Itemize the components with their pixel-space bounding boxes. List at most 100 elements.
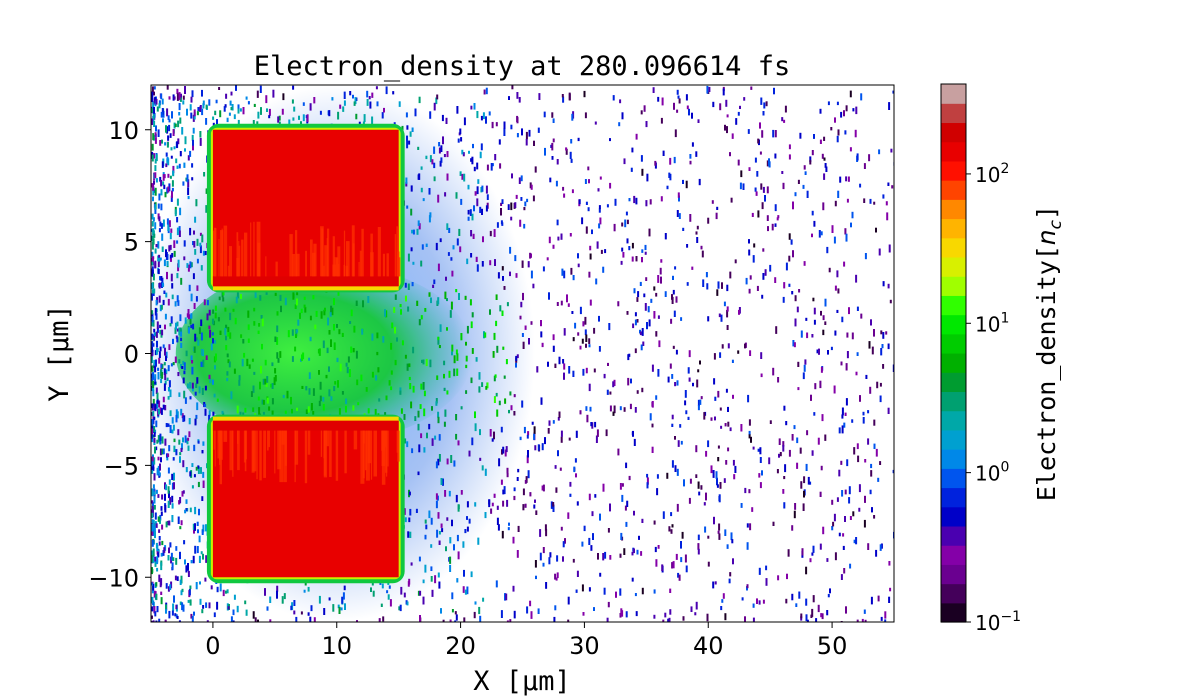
speckle <box>198 535 201 543</box>
colorbar-segment <box>941 103 966 124</box>
filament <box>219 430 222 485</box>
speckle <box>458 293 460 300</box>
speckle <box>154 611 157 617</box>
speckle <box>151 606 154 612</box>
speckle <box>151 228 153 232</box>
speckle <box>821 153 824 159</box>
speckle <box>811 334 814 338</box>
speckle <box>724 613 727 621</box>
speckle <box>310 403 313 411</box>
speckle <box>158 295 161 303</box>
speckle <box>750 436 752 443</box>
y-tick-label: −5 <box>104 452 139 480</box>
speckle <box>569 493 572 497</box>
speckle <box>545 582 548 589</box>
speckle <box>531 421 534 425</box>
speckle <box>412 229 415 235</box>
speckle <box>765 101 768 107</box>
speckle <box>590 545 593 551</box>
speckle <box>244 600 247 605</box>
speckle <box>191 366 194 375</box>
speckle <box>458 228 461 236</box>
speckle <box>193 474 196 478</box>
colorbar-segment <box>941 180 966 200</box>
filament <box>283 430 287 483</box>
speckle <box>375 86 378 90</box>
speckle <box>595 278 598 285</box>
speckle <box>160 408 163 415</box>
speckle <box>532 283 535 289</box>
speckle <box>635 256 638 262</box>
speckle <box>151 512 154 519</box>
speckle <box>845 363 848 371</box>
filament <box>324 245 328 277</box>
speckle <box>437 572 440 578</box>
speckle <box>202 441 205 446</box>
speckle <box>320 311 323 319</box>
speckle <box>429 359 432 368</box>
speckle <box>235 85 237 91</box>
speckle <box>762 111 765 116</box>
speckle <box>519 315 522 320</box>
filament <box>229 246 232 277</box>
speckle <box>840 361 843 366</box>
speckle <box>674 382 677 387</box>
speckle <box>621 222 624 227</box>
speckle <box>492 351 495 358</box>
speckle <box>339 104 342 109</box>
speckle <box>860 93 863 101</box>
speckle <box>173 122 176 129</box>
speckle <box>424 519 427 524</box>
speckle <box>765 578 768 586</box>
speckle <box>153 233 156 238</box>
speckle <box>636 297 639 302</box>
speckle <box>152 101 155 109</box>
speckle <box>836 135 839 143</box>
speckle <box>400 309 402 315</box>
speckle <box>732 558 734 565</box>
speckle <box>434 435 437 440</box>
speckle <box>435 500 438 509</box>
speckle <box>682 179 684 184</box>
speckle <box>178 112 181 116</box>
speckle <box>152 380 154 388</box>
speckle <box>721 344 724 349</box>
speckle <box>716 289 719 296</box>
speckle <box>169 254 172 260</box>
speckle <box>204 403 207 408</box>
speckle <box>685 410 688 415</box>
speckle <box>156 439 159 444</box>
y-tick-label: 10 <box>108 117 139 145</box>
speckle <box>830 127 833 131</box>
speckle <box>185 467 188 473</box>
speckle <box>213 393 216 398</box>
speckle <box>313 617 316 622</box>
speckle <box>875 549 878 557</box>
speckle <box>446 517 449 521</box>
speckle <box>425 524 428 530</box>
filament <box>256 221 261 277</box>
speckle <box>154 446 156 454</box>
filament <box>241 239 244 277</box>
speckle <box>824 434 827 441</box>
speckle <box>641 518 644 523</box>
speckle <box>669 588 672 593</box>
speckle <box>350 346 353 353</box>
speckle <box>554 573 557 580</box>
speckle <box>171 180 174 187</box>
speckle <box>741 597 744 601</box>
speckle <box>169 233 172 240</box>
colorbar-segment <box>941 372 966 393</box>
speckle <box>552 420 555 424</box>
speckle <box>232 609 235 616</box>
speckle <box>776 469 779 474</box>
speckle <box>639 331 642 336</box>
speckle <box>805 598 808 606</box>
speckle <box>408 491 411 496</box>
speckle <box>160 223 163 229</box>
speckle <box>756 285 759 291</box>
speckle <box>164 619 167 622</box>
speckle <box>662 150 665 156</box>
speckle <box>172 457 175 461</box>
speckle <box>419 590 422 596</box>
